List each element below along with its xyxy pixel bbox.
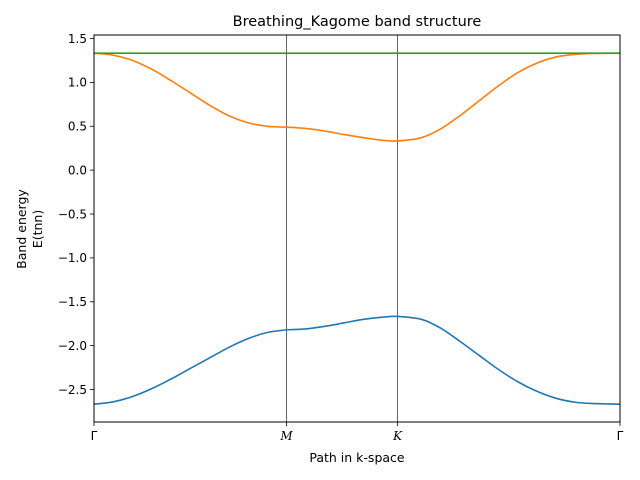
x-axis-label: Path in k-space (309, 450, 405, 465)
chart-title: Breathing_Kagome band structure (233, 14, 482, 30)
y-tick-label: 1.0 (68, 76, 87, 90)
y-tick-label: 0.5 (68, 120, 87, 134)
y-axis-ticks: −2.5 −2.0 −1.5 −1.0 −0.5 0.0 0.5 1.0 1.5 (58, 32, 94, 397)
y-axis-label-line1: Band energy (14, 189, 29, 269)
plot-frame (93, 34, 621, 423)
band-line-1 (93, 315, 621, 405)
band-line-2 (93, 52, 621, 142)
y-tick-label: 1.5 (68, 32, 87, 46)
x-tick-label: K (392, 429, 403, 443)
y-tick-label: −2.5 (58, 383, 87, 397)
x-tick-label: Γ (91, 429, 98, 443)
y-tick-label: −2.0 (58, 339, 87, 353)
plot-area (94, 35, 620, 422)
high-symmetry-lines (286, 35, 398, 422)
y-tick-label: 0.0 (68, 163, 87, 177)
y-axis-label-line2: E(tnn) (30, 210, 45, 248)
y-tick-label: −0.5 (58, 207, 87, 221)
y-tick-label: −1.0 (58, 251, 87, 265)
x-tick-label: M (279, 429, 293, 443)
y-tick-label: −1.5 (58, 295, 87, 309)
x-tick-label: Γ (617, 429, 624, 443)
band-series (93, 52, 621, 405)
